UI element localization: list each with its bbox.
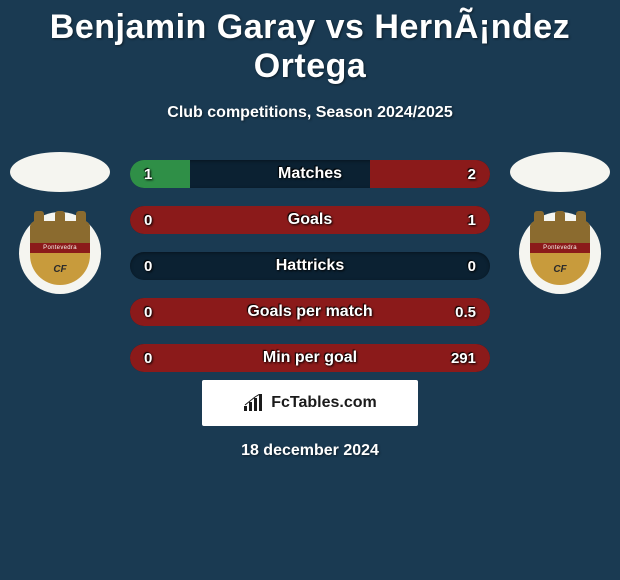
stat-row: 1Matches2: [130, 160, 490, 188]
crest-initials-right: CF: [530, 253, 590, 285]
stat-row: 0Min per goal291: [130, 344, 490, 372]
crest-icon: Pontevedra CF: [530, 221, 590, 285]
club-logo-left: Pontevedra CF: [19, 212, 101, 294]
brand-badge: FcTables.com: [202, 380, 418, 426]
stat-value-right: 0: [468, 258, 476, 275]
crest-initials-left: CF: [30, 253, 90, 285]
crest-name-right: Pontevedra: [530, 243, 590, 253]
stat-row: 0Hattricks0: [130, 252, 490, 280]
stat-label: Matches: [130, 165, 490, 183]
date-label: 18 december 2024: [0, 442, 620, 460]
stat-rows: 1Matches20Goals10Hattricks00Goals per ma…: [130, 160, 490, 390]
stat-row: 0Goals1: [130, 206, 490, 234]
flag-left: [10, 152, 110, 192]
page-title: Benjamin Garay vs HernÃ¡ndez Ortega: [0, 0, 620, 86]
stat-label: Min per goal: [130, 349, 490, 367]
crest-icon: Pontevedra CF: [30, 221, 90, 285]
page-subtitle: Club competitions, Season 2024/2025: [0, 104, 620, 122]
stat-value-right: 0.5: [455, 304, 476, 321]
club-logo-right: Pontevedra CF: [519, 212, 601, 294]
stat-row: 0Goals per match0.5: [130, 298, 490, 326]
flag-right: [510, 152, 610, 192]
stat-value-right: 1: [468, 212, 476, 229]
stat-value-right: 2: [468, 166, 476, 183]
stat-label: Goals: [130, 211, 490, 229]
stat-label: Hattricks: [130, 257, 490, 275]
brand-text: FcTables.com: [271, 394, 377, 412]
stat-value-right: 291: [451, 350, 476, 367]
crest-name-left: Pontevedra: [30, 243, 90, 253]
barchart-icon: [243, 394, 265, 412]
stat-label: Goals per match: [130, 303, 490, 321]
